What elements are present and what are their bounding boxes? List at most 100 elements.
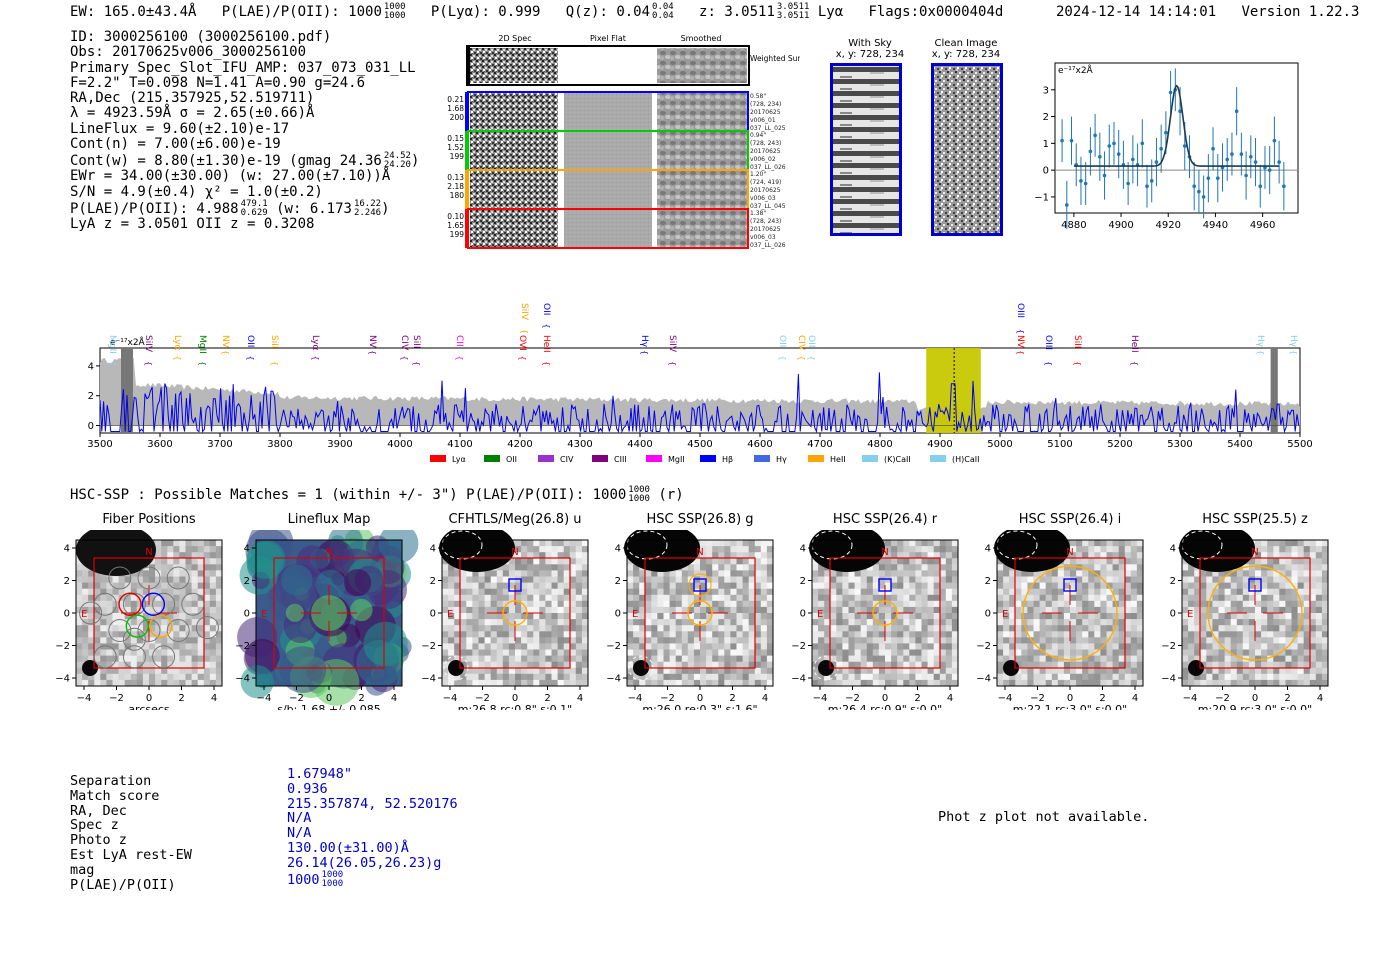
pixel (130, 606, 138, 614)
spectrum-line (99, 372, 1300, 434)
pixel (106, 637, 113, 644)
cutout-smoothed (657, 171, 747, 208)
pixel (136, 673, 144, 681)
pixel (1321, 667, 1329, 675)
pixel (1291, 606, 1298, 614)
pixel (1248, 667, 1256, 675)
pixel (866, 564, 874, 571)
pixel (1200, 594, 1207, 602)
pixel (927, 673, 935, 681)
pixel (1321, 631, 1329, 638)
pixel (551, 637, 558, 644)
pixel (545, 600, 552, 608)
pixel (1003, 606, 1010, 614)
pixel (515, 613, 522, 620)
lineflux-blob (281, 564, 313, 596)
pixel (1273, 679, 1280, 687)
pixel (687, 625, 695, 632)
summary-value: 215.357874, 52.520176 (287, 795, 458, 812)
pixel (472, 667, 479, 675)
pixel (812, 673, 819, 681)
pixel (533, 673, 540, 681)
pixel (130, 631, 138, 638)
pixel (173, 619, 180, 626)
pixel (909, 679, 916, 687)
pixel (460, 673, 467, 681)
pixel (142, 625, 150, 632)
pixel (627, 655, 634, 663)
pixel (557, 558, 565, 565)
pixel (1297, 558, 1305, 565)
pixel (515, 606, 522, 614)
panel-title: CFHTLS/Meg(26.8) u (448, 512, 582, 527)
pixel (1063, 637, 1071, 644)
pixel (94, 576, 101, 583)
y-tick-label: 0 (800, 609, 806, 620)
fiber-red (118, 592, 142, 616)
pixel (1045, 606, 1053, 614)
pixel (1273, 643, 1280, 650)
emission-line-label: CIV (796, 335, 806, 351)
pixel (760, 540, 768, 547)
pixel (1297, 594, 1305, 602)
pixel (442, 643, 449, 650)
pixel (209, 570, 217, 577)
pixel (1303, 667, 1311, 675)
pixel (742, 649, 750, 656)
pixel (1194, 619, 1201, 626)
pixel (179, 649, 186, 656)
pixel (557, 576, 565, 583)
pixel (1136, 540, 1144, 547)
pixel (836, 619, 843, 626)
pixel (1015, 631, 1022, 638)
pixel (842, 613, 849, 620)
pixel (1057, 625, 1065, 632)
pixel (724, 649, 731, 656)
y-axis-label: e⁻¹⁷x2Å (1058, 64, 1094, 76)
pixel (508, 625, 516, 632)
pixel (766, 606, 774, 614)
pixel (100, 667, 107, 675)
pixel (1033, 631, 1040, 638)
pixel (927, 600, 935, 608)
pixel (1027, 667, 1034, 675)
pixel (681, 576, 689, 583)
data-point (1168, 90, 1173, 95)
pixel (124, 576, 132, 583)
pixel (1212, 655, 1219, 663)
pixel (1088, 613, 1095, 620)
pixel (484, 600, 492, 608)
pixel (1057, 564, 1065, 571)
emission-line-tick: { (520, 329, 529, 334)
pixel (472, 625, 479, 632)
emission-line-tick: { (198, 361, 207, 366)
pixel (1224, 655, 1232, 663)
pixel (700, 540, 707, 547)
pixel (149, 679, 156, 687)
header-ew: EW: 165.0±43.4Å (70, 4, 197, 20)
pixel (167, 643, 174, 650)
pixel (563, 582, 571, 590)
pixel (836, 576, 843, 583)
pixel (1124, 552, 1132, 559)
pixel (1003, 649, 1010, 656)
info-line: RA,Dec (215.357925,52.519711) (70, 90, 315, 107)
pixel (1218, 613, 1225, 620)
pixel (1309, 649, 1317, 656)
pixel (878, 679, 886, 687)
pixel (706, 594, 713, 602)
pixel (185, 546, 192, 553)
emission-line-label: Lyα (172, 335, 182, 351)
pixel (1309, 564, 1317, 571)
pixel (136, 576, 144, 583)
pixel (651, 619, 658, 626)
pixel (921, 619, 928, 626)
pixel (1112, 667, 1120, 675)
pixel (563, 588, 571, 596)
pixel (1082, 667, 1089, 675)
pixel (1112, 649, 1120, 656)
pixel (557, 649, 565, 656)
pixel (1009, 588, 1016, 596)
pixel (1003, 655, 1010, 663)
